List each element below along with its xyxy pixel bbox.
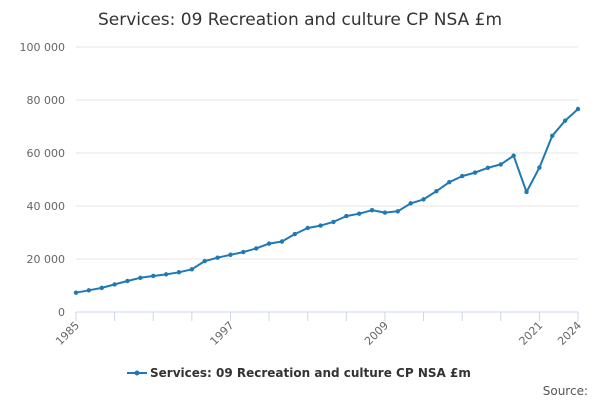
- data-point: [344, 213, 349, 219]
- data-point: [408, 201, 413, 206]
- data-point: [266, 241, 272, 246]
- data-point: [292, 231, 298, 237]
- data-point: [395, 209, 400, 214]
- data-point: [550, 133, 555, 138]
- data-point: [447, 179, 452, 185]
- legend-label: Services: 09 Recreation and culture CP N…: [150, 366, 471, 380]
- y-tick-label: 80 000: [27, 94, 66, 107]
- data-point: [176, 270, 182, 275]
- data-point: [575, 106, 581, 112]
- data-point: [86, 288, 92, 293]
- data-point: [305, 225, 310, 231]
- data-point: [498, 162, 503, 167]
- chart-title: Services: 09 Recreation and culture CP N…: [98, 10, 502, 30]
- data-point: [511, 153, 516, 158]
- data-point: [485, 165, 491, 171]
- data-point: [112, 282, 117, 287]
- data-point: [382, 210, 388, 215]
- grid-lines: [76, 46, 578, 260]
- data-point: [228, 252, 233, 257]
- data-point: [369, 208, 375, 213]
- data-point: [524, 189, 529, 195]
- data-point: [138, 275, 143, 281]
- y-tick-label: 40 000: [27, 200, 66, 213]
- y-tick-label: 60 000: [27, 147, 66, 160]
- data-point: [163, 272, 169, 277]
- x-tick-label: 1985: [53, 319, 82, 348]
- data-point: [215, 255, 220, 260]
- series-line: [75, 108, 579, 294]
- data-point: [279, 239, 285, 244]
- series-layer: [73, 106, 581, 295]
- data-point: [434, 188, 439, 194]
- data-point: [125, 278, 130, 284]
- data-point: [421, 197, 426, 202]
- legend[interactable]: Services: 09 Recreation and culture CP N…: [127, 366, 471, 380]
- y-tick-label: 20 000: [27, 253, 66, 266]
- x-tick-label: 2024: [555, 319, 584, 348]
- data-point: [472, 170, 478, 175]
- data-point: [202, 258, 207, 264]
- x-tick-label: 2021: [517, 319, 546, 348]
- axes: 0 20 000 40 000 60 000 80 000 100 000 1985 1997…: [20, 41, 585, 348]
- data-point: [318, 223, 323, 228]
- data-point: [151, 273, 156, 279]
- y-tick-label: 100 000: [20, 41, 66, 54]
- data-point: [459, 173, 465, 179]
- data-point: [189, 267, 195, 272]
- x-tick-label: 1997: [208, 319, 237, 348]
- data-point: [241, 249, 246, 255]
- x-tick-label: 2009: [362, 319, 391, 348]
- data-point: [73, 290, 79, 295]
- data-point: [562, 118, 568, 123]
- data-point: [99, 285, 104, 291]
- data-point: [331, 219, 336, 225]
- legend-point-marker: [134, 370, 140, 376]
- data-point: [254, 246, 259, 251]
- data-point: [537, 165, 542, 170]
- y-tick-label: 0: [58, 306, 65, 319]
- data-point: [356, 211, 362, 216]
- source-credit: Source:: [543, 384, 588, 398]
